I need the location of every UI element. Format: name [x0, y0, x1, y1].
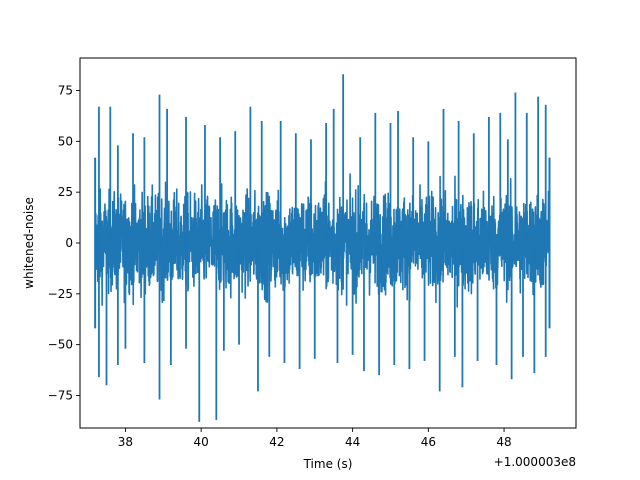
y-tick-label: −75: [48, 388, 73, 402]
x-tick-label: 40: [194, 435, 209, 449]
x-tick-label: 46: [421, 435, 436, 449]
x-axis: 38 40 42 44 46 48: [118, 428, 512, 449]
y-tick-label: −50: [48, 338, 73, 352]
y-tick-label: 75: [58, 84, 73, 98]
x-tick-label: 44: [345, 435, 360, 449]
y-tick-label: 0: [65, 236, 73, 250]
plot-area: [94, 74, 551, 422]
y-tick-label: 25: [58, 185, 73, 199]
x-tick-label: 48: [496, 435, 511, 449]
y-tick-label: 50: [58, 134, 73, 148]
peak-marks: [94, 74, 551, 422]
x-tick-label: 38: [118, 435, 133, 449]
y-axis: −75 −50 −25 0 25 50 75: [48, 84, 80, 402]
x-tick-label: 42: [269, 435, 284, 449]
y-tick-label: −25: [48, 287, 73, 301]
y-axis-label: whitened-noise: [22, 197, 36, 289]
x-axis-offset-label: +1.000003e8: [494, 455, 576, 469]
x-axis-label: Time (s): [303, 457, 353, 471]
